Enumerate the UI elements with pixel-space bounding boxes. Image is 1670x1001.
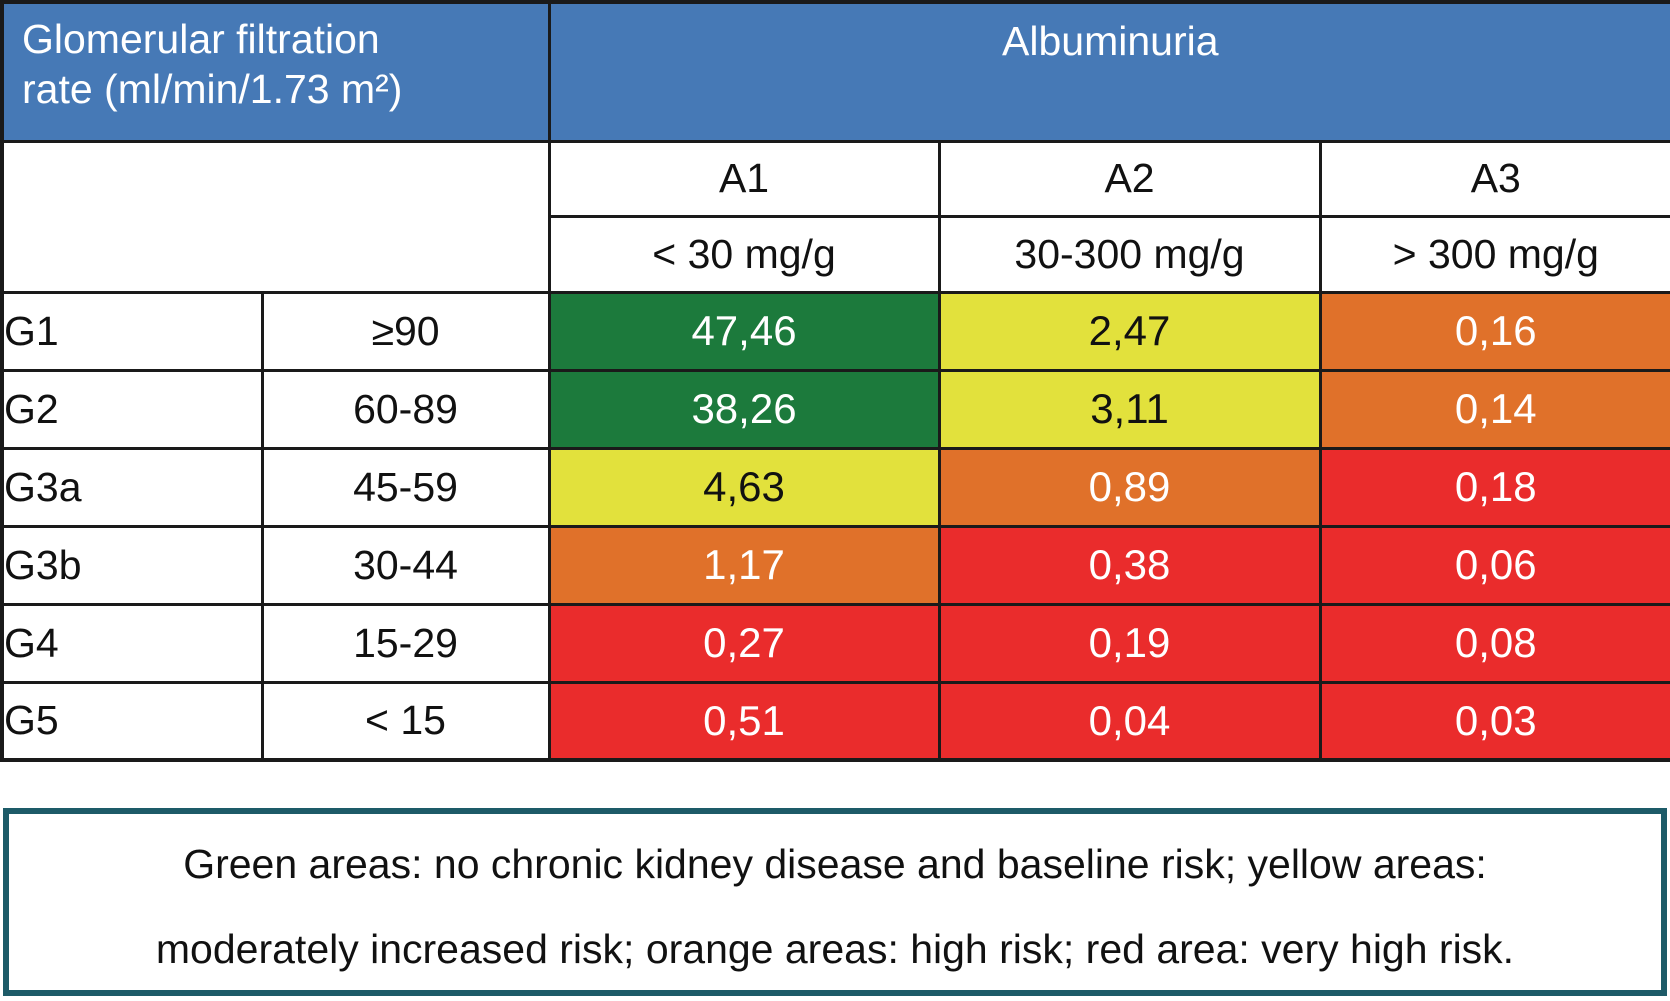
risk-value-cell: 0,51 xyxy=(547,680,941,762)
gfr-range-value: 30-44 xyxy=(260,524,551,606)
risk-value-cell: 0,89 xyxy=(937,446,1322,528)
gfr-header-line2: rate (ml/min/1.73 m²) xyxy=(22,66,403,112)
risk-value-cell: 4,63 xyxy=(547,446,941,528)
risk-value-cell: 0,03 xyxy=(1318,680,1670,762)
risk-value-cell: 2,47 xyxy=(937,290,1322,372)
legend-note-line1: Green areas: no chronic kidney disease a… xyxy=(183,841,1487,887)
gfr-stage-label: G1 xyxy=(0,290,264,372)
table-row-g4: G4 15-29 0,27 0,19 0,08 xyxy=(0,602,1670,684)
header-row: Glomerular filtration rate (ml/min/1.73 … xyxy=(0,0,1670,143)
column-range-row: < 30 mg/g 30-300 mg/g > 300 mg/g xyxy=(2,214,1670,294)
legend-note-line2: moderately increased risk; orange areas:… xyxy=(155,926,1515,972)
risk-value-cell: 0,16 xyxy=(1318,290,1670,372)
table-row-g2: G2 60-89 38,26 3,11 0,14 xyxy=(0,368,1670,450)
gfr-range-value: ≥90 xyxy=(260,290,551,372)
ckd-risk-matrix-table: Glomerular filtration rate (ml/min/1.73 … xyxy=(0,0,1670,762)
gfr-range-value: 60-89 xyxy=(260,368,551,450)
table-row-g5: G5 < 15 0,51 0,04 0,03 xyxy=(0,680,1670,762)
gfr-range-value: < 15 xyxy=(260,680,551,762)
gfr-range-value: 45-59 xyxy=(260,446,551,528)
risk-value-cell: 1,17 xyxy=(547,524,941,606)
albuminuria-header-cell: Albuminuria xyxy=(547,0,1670,143)
risk-value-cell: 0,06 xyxy=(1318,524,1670,606)
table-row-g1: G1 ≥90 47,46 2,47 0,16 xyxy=(0,290,1670,372)
col-a3-range: > 300 mg/g xyxy=(1318,214,1670,294)
col-a3-label: A3 xyxy=(1318,139,1670,218)
col-a2-range: 30-300 mg/g xyxy=(937,214,1322,294)
risk-value-cell: 0,04 xyxy=(937,680,1322,762)
table-row-g3b: G3b 30-44 1,17 0,38 0,06 xyxy=(0,524,1670,606)
gfr-stage-label: G4 xyxy=(0,602,264,684)
column-label-row: A1 A2 A3 xyxy=(0,139,1670,294)
gfr-header-cell: Glomerular filtration rate (ml/min/1.73 … xyxy=(0,0,551,143)
gfr-stage-label: G2 xyxy=(0,368,264,450)
gfr-stage-label: G3b xyxy=(0,524,264,606)
col-a1-label: A1 xyxy=(547,139,941,218)
gfr-stage-label: G5 xyxy=(0,680,264,762)
empty-spanner-cell xyxy=(0,139,551,294)
col-a1-range: < 30 mg/g xyxy=(547,214,941,294)
risk-value-cell: 0,18 xyxy=(1318,446,1670,528)
risk-value-cell: 0,08 xyxy=(1318,602,1670,684)
legend-note-box: Green areas: no chronic kidney disease a… xyxy=(3,808,1667,996)
table-row-g3a: G3a 45-59 4,63 0,89 0,18 xyxy=(0,446,1670,528)
gfr-header-line1: Glomerular filtration xyxy=(22,16,380,62)
risk-value-cell: 38,26 xyxy=(547,368,941,450)
risk-value-cell: 0,38 xyxy=(937,524,1322,606)
risk-value-cell: 0,14 xyxy=(1318,368,1670,450)
risk-value-cell: 0,19 xyxy=(937,602,1322,684)
gfr-range-value: 15-29 xyxy=(260,602,551,684)
albuminuria-header-label: Albuminuria xyxy=(1002,18,1219,64)
col-a2-label: A2 xyxy=(937,139,1322,218)
risk-value-cell: 47,46 xyxy=(547,290,941,372)
gfr-stage-label: G3a xyxy=(0,446,264,528)
risk-value-cell: 3,11 xyxy=(937,368,1322,450)
risk-value-cell: 0,27 xyxy=(547,602,941,684)
